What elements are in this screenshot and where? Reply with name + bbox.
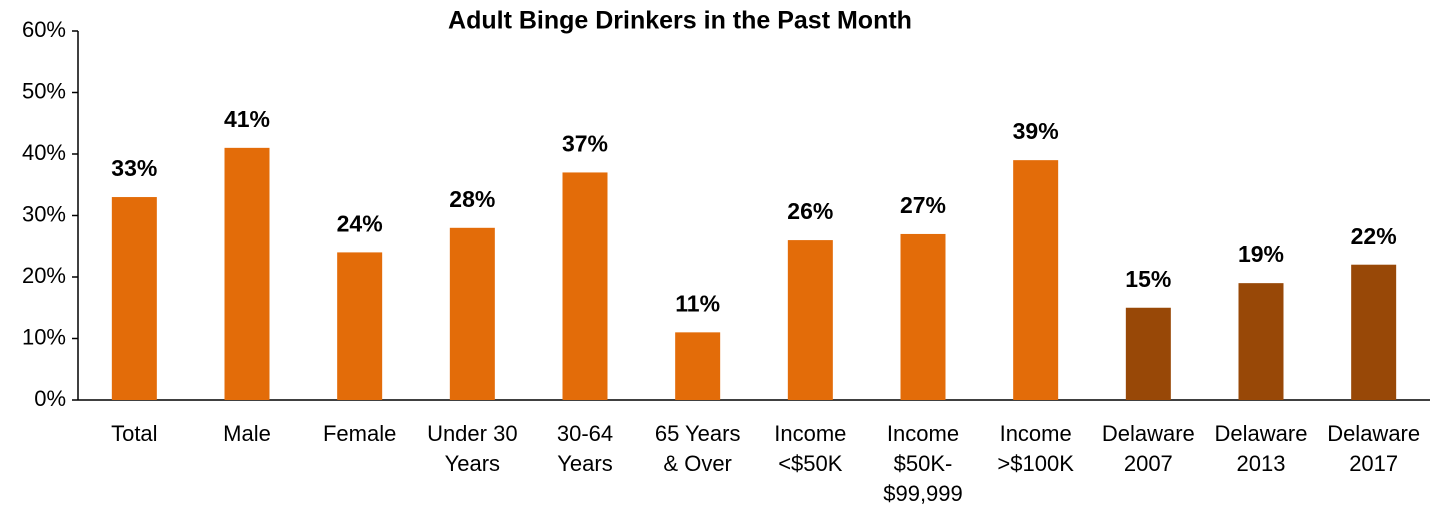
bar [787,240,833,400]
bar [1125,307,1171,400]
y-tick-label: 30% [22,201,66,226]
data-label: 41% [224,106,270,132]
x-tick-label: <$50K [778,451,843,476]
x-tick-label: 2013 [1237,451,1286,476]
data-label: 28% [449,186,495,212]
data-label: 37% [562,131,608,157]
data-label: 24% [337,210,383,236]
bar [1013,160,1059,400]
data-label: 15% [1125,266,1171,292]
data-label: 33% [111,155,157,181]
x-tick-label: Years [557,451,612,476]
bar [224,147,270,400]
x-tick-label: 30-64 [557,421,613,446]
bar [1238,283,1284,400]
data-label: 19% [1238,241,1284,267]
x-tick-label: $50K- [894,451,953,476]
x-tick-label: Delaware [1102,421,1195,446]
x-tick-label: 65 Years [655,421,741,446]
x-tick-label: Delaware [1215,421,1308,446]
data-label: 39% [1013,118,1059,144]
x-tick-label: Under 30 [427,421,518,446]
y-tick-label: 60% [22,17,66,42]
y-tick-label: 0% [34,386,66,411]
data-label: 11% [675,290,720,316]
x-tick-label: Income [774,421,846,446]
data-label: 22% [1351,223,1397,249]
bar [675,332,721,400]
bar [562,172,608,400]
x-tick-label: Delaware [1327,421,1420,446]
y-tick-label: 20% [22,263,66,288]
x-tick-label: Income [1000,421,1072,446]
data-label: 27% [900,192,946,218]
x-tick-label: 2017 [1349,451,1398,476]
x-tick-label: Female [323,421,396,446]
data-label: 26% [787,198,833,224]
x-tick-label: Years [445,451,500,476]
chart-title: Adult Binge Drinkers in the Past Month [448,7,912,35]
y-tick-label: 40% [22,140,66,165]
x-tick-label: 2007 [1124,451,1173,476]
bar [900,233,946,400]
bar [337,252,383,400]
x-tick-label: & Over [663,451,731,476]
bar [449,227,495,400]
x-tick-label: Total [111,421,157,446]
bar [1351,264,1397,400]
x-tick-label: $99,999 [883,481,963,506]
x-tick-label: >$100K [997,451,1074,476]
x-tick-label: Male [223,421,271,446]
x-tick-label: Income [887,421,959,446]
bar [111,197,157,400]
y-tick-label: 50% [22,78,66,103]
y-tick-label: 10% [22,324,66,349]
